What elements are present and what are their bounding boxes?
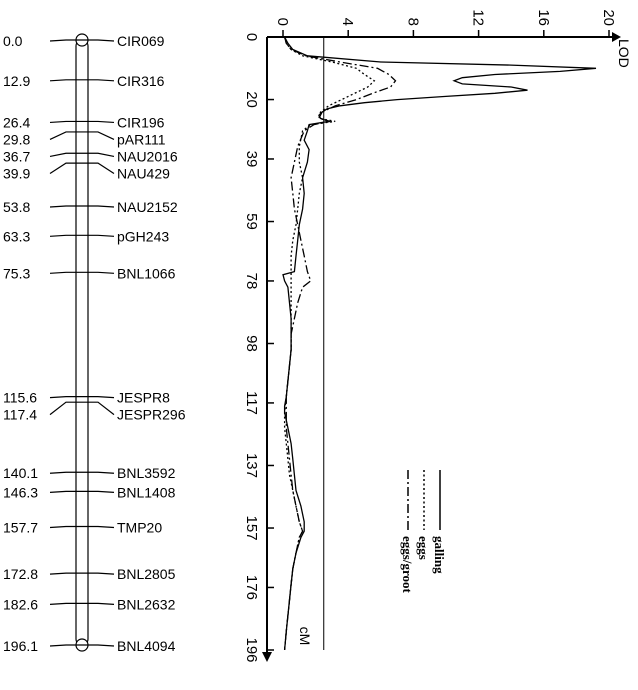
marker-name-label: NAU429 [117, 165, 170, 181]
marker-position-label: 157.7 [3, 520, 38, 536]
linkage-map-panel: 0.0 CIR069 12.9 CIR316 26.4 CIR196 29.8 pAR111 3… [3, 33, 186, 654]
marker-position-label: 182.6 [3, 596, 38, 612]
marker-name-label: BNL1408 [117, 484, 176, 500]
marker-name-label: BNL1066 [117, 265, 176, 281]
marker-name-label: BNL4094 [117, 638, 176, 654]
marker-tick [49, 644, 115, 647]
marker-tick [49, 271, 115, 274]
lod-tick-label: 4 [339, 18, 356, 26]
marker-name-label: NAU2016 [117, 148, 178, 164]
lod-tick-label: 0 [274, 18, 291, 26]
marker-position-label: 196.1 [3, 638, 38, 654]
cm-tick-label: 117 [243, 391, 260, 415]
cm-axis-arrow [262, 652, 272, 662]
marker-tick [49, 79, 115, 82]
cm-tick-label: 98 [243, 335, 260, 352]
cm-axis-label: cM [297, 627, 313, 646]
marker-name-label: JESPR296 [117, 407, 186, 423]
marker-name-label: CIR316 [117, 73, 165, 89]
marker-name-label: CIR069 [117, 33, 165, 49]
cm-tick-label: 78 [243, 273, 260, 290]
marker-position-label: 115.6 [3, 390, 37, 406]
marker-tick [49, 162, 115, 174]
cm-tick-label: 59 [243, 213, 260, 230]
legend-label: galling [432, 536, 447, 574]
lod-tick-label: 12 [470, 9, 487, 26]
cm-tick-label: 137 [243, 453, 260, 478]
marker-name-label: BNL2632 [117, 596, 176, 612]
cm-tick-label: 196 [243, 637, 260, 662]
marker-position-label: 26.4 [3, 114, 30, 130]
marker-tick [49, 471, 115, 474]
marker-position-label: 140.1 [3, 465, 38, 481]
cm-tick-label: 0 [243, 33, 260, 41]
marker-name-label: pAR111 [117, 131, 166, 147]
marker-tick [49, 401, 115, 416]
marker-position-label: 146.3 [3, 484, 38, 500]
cm-tick-label: 176 [243, 575, 260, 600]
lod-series-line [282, 36, 597, 651]
marker-position-label: 36.7 [3, 148, 30, 164]
marker-tick [49, 131, 115, 140]
marker-position-label: 29.8 [3, 131, 30, 147]
marker-tick [49, 120, 115, 124]
marker-name-label: CIR196 [117, 114, 165, 130]
marker-position-label: 12.9 [3, 73, 30, 89]
marker-name-label: BNL2805 [117, 566, 176, 582]
marker-tick [49, 525, 115, 529]
marker-tick [49, 234, 115, 237]
marker-tick [49, 490, 115, 493]
marker-position-label: 63.3 [3, 228, 30, 244]
lod-tick-label: 16 [535, 9, 552, 26]
marker-tick [49, 205, 115, 208]
chromosome-bar [75, 39, 89, 646]
lod-axis-label: LOD [616, 39, 632, 68]
lod-series-line [283, 36, 376, 651]
lod-plot-panel: 0 4 8 12 16 20 LOD 0 20 39 59 78 98 117 137 157 176 196 cM… [243, 9, 632, 662]
marker-name-label: TMP20 [117, 520, 162, 536]
marker-name-label: JESPR8 [117, 390, 170, 406]
lod-tick-label: 20 [600, 9, 617, 26]
lod-series-line [283, 36, 397, 651]
marker-tick [49, 602, 115, 605]
marker-tick [49, 152, 115, 158]
marker-position-label: 172.8 [3, 566, 38, 582]
cm-tick-label: 20 [243, 91, 260, 108]
marker-tick [49, 572, 115, 575]
legend-label: eggs [416, 536, 431, 560]
marker-position-label: 0.0 [3, 33, 23, 49]
marker-position-label: 53.8 [3, 199, 30, 215]
marker-tick [49, 396, 115, 399]
marker-position-label: 117.4 [3, 407, 37, 423]
marker-name-label: NAU2152 [117, 199, 178, 215]
marker-name-label: BNL3592 [117, 465, 176, 481]
lod-tick-label: 8 [404, 18, 421, 26]
marker-position-label: 75.3 [3, 265, 30, 281]
marker-position-label: 39.9 [3, 165, 30, 181]
legend-label: eggs/groot [400, 536, 415, 593]
marker-tick [49, 39, 115, 42]
lod-axis-arrow [612, 32, 621, 42]
marker-name-label: pGH243 [117, 228, 169, 244]
cm-tick-label: 39 [243, 151, 260, 168]
cm-tick-label: 157 [243, 516, 260, 541]
